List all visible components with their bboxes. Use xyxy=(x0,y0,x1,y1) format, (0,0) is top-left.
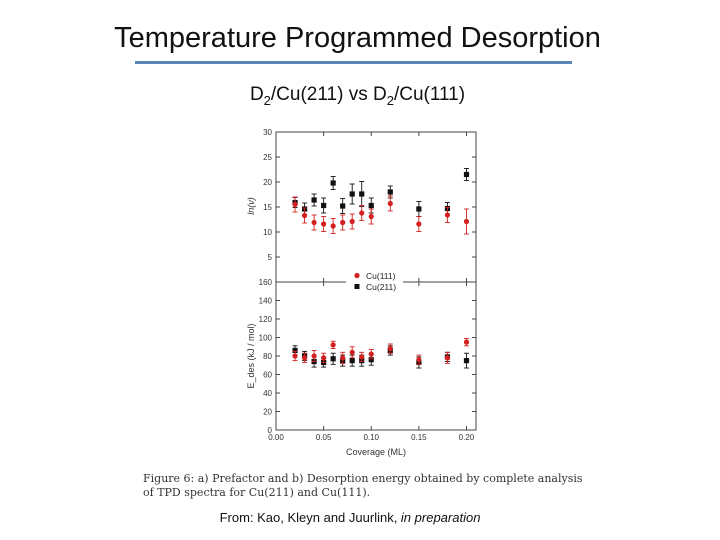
source-credit: From: Kao, Kleyn and Juurlink, in prepar… xyxy=(0,510,700,525)
data-point-cu111 xyxy=(311,219,317,226)
source-status: in preparation xyxy=(400,510,481,525)
data-point-cu111 xyxy=(359,210,365,216)
data-point-cu111 xyxy=(416,221,422,227)
y-tick-label: 140 xyxy=(259,297,273,306)
data-point-cu111 xyxy=(311,353,317,359)
data-point-cu111 xyxy=(349,218,355,225)
legend-marker-cu211 xyxy=(354,284,360,289)
data-point-cu211 xyxy=(311,197,317,203)
y-tick-label: 20 xyxy=(263,408,272,417)
y-tick-label: 160 xyxy=(259,278,273,287)
data-point-cu211 xyxy=(330,180,336,186)
data-point-cu111 xyxy=(321,221,327,227)
y-tick-label: 15 xyxy=(263,203,272,212)
y-tick-label: 0 xyxy=(268,426,273,435)
x-tick-label: 0.10 xyxy=(363,433,379,442)
data-point-cu111 xyxy=(444,355,451,361)
data-point-cu111 xyxy=(416,357,422,363)
plot-frame xyxy=(275,131,477,431)
y-tick-label: 5 xyxy=(268,253,273,262)
data-point-cu111 xyxy=(463,218,470,225)
data-point-cu211 xyxy=(330,356,336,362)
legend-label-cu111: Cu(111) xyxy=(366,271,396,281)
data-point-cu111 xyxy=(444,212,451,218)
figure-caption: Figure 6: a) Prefactor and b) Desorption… xyxy=(143,472,583,499)
data-point-cu111 xyxy=(340,355,346,361)
subtitle-subscript: 2 xyxy=(263,92,271,108)
data-point-cu211 xyxy=(359,191,365,197)
y-tick-label: 40 xyxy=(263,389,272,398)
data-point-cu211 xyxy=(387,189,393,195)
x-tick-label: 0.05 xyxy=(316,433,332,442)
y-axis-label-bottom: E_des (kJ / mol) xyxy=(246,323,256,388)
x-tick-label: 0.15 xyxy=(411,433,427,442)
data-point-cu111 xyxy=(321,355,327,361)
data-point-cu211 xyxy=(368,357,374,363)
y-tick-label: 60 xyxy=(263,371,272,380)
title-underline xyxy=(135,61,572,64)
data-point-cu111 xyxy=(330,223,336,229)
data-point-cu211 xyxy=(463,171,470,178)
data-point-cu111 xyxy=(387,200,393,207)
legend-marker-cu111 xyxy=(354,272,360,279)
data-point-cu211 xyxy=(340,203,346,209)
data-point-cu111 xyxy=(301,355,308,361)
data-point-cu111 xyxy=(463,339,470,345)
data-point-cu111 xyxy=(330,342,336,348)
data-point-cu111 xyxy=(340,219,346,226)
data-point-cu111 xyxy=(359,354,365,360)
data-point-cu111 xyxy=(387,346,393,352)
y-tick-label: 30 xyxy=(263,128,272,137)
data-point-cu211 xyxy=(321,202,327,209)
energy-panel: 0 20 40 60 80 100 120 140 160 0.00 0.05 0.10 0.15 0.2… xyxy=(259,278,476,442)
x-tick-label: 0.00 xyxy=(268,433,284,442)
subtitle-part: /Cu(111) xyxy=(393,84,466,105)
data-point-cu211 xyxy=(349,358,355,364)
subtitle-part: /Cu(211) vs D xyxy=(270,84,387,105)
data-point-cu211 xyxy=(463,358,470,364)
data-point-cu111 xyxy=(368,213,374,220)
y-tick-label: 10 xyxy=(263,228,272,237)
data-point-cu111 xyxy=(292,353,298,359)
data-point-cu211 xyxy=(416,206,422,212)
y-tick-label: 100 xyxy=(259,334,273,343)
data-point-cu111 xyxy=(368,351,374,357)
prefactor-panel: 5 10 15 20 25 30 xyxy=(263,128,476,283)
slide-subtitle: D2/Cu(211) vs D2/Cu(111) xyxy=(0,84,715,108)
subtitle-subscript: 2 xyxy=(386,92,394,108)
data-point-cu211 xyxy=(292,347,298,354)
y-tick-label: 80 xyxy=(263,352,272,361)
legend: Cu(111) Cu(211) xyxy=(346,268,403,294)
y-axis-label-top: ln(ν) xyxy=(246,197,256,215)
y-tick-label: 25 xyxy=(263,153,272,162)
data-point-cu111 xyxy=(301,212,308,219)
y-tick-label: 20 xyxy=(263,178,272,187)
subtitle-part: D xyxy=(249,84,264,105)
data-point-cu111 xyxy=(349,349,355,355)
legend-label-cu211: Cu(211) xyxy=(366,282,396,292)
slide-title: Temperature Programmed Desorption xyxy=(114,22,601,54)
data-point-cu211 xyxy=(349,191,355,197)
legend-box xyxy=(346,268,403,294)
data-point-cu111 xyxy=(292,201,298,208)
source-text: From: Kao, Kleyn and Juurlink, xyxy=(219,510,401,525)
x-axis-label: Coverage (ML) xyxy=(346,447,406,457)
data-point-cu211 xyxy=(368,202,374,209)
x-tick-label: 0.20 xyxy=(459,433,475,442)
y-tick-label: 120 xyxy=(259,315,273,324)
